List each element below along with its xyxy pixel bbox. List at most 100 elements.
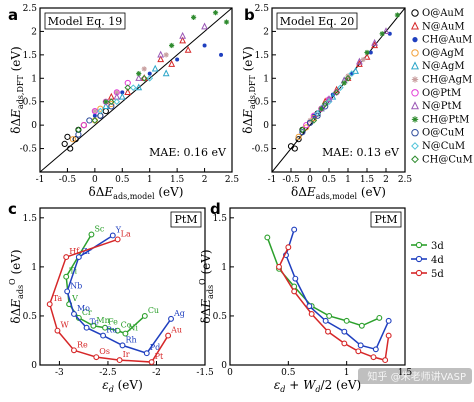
x-tick-label: 1 <box>345 175 351 185</box>
data-point <box>363 52 371 60</box>
x-tick-label: 0.5 <box>281 368 296 378</box>
data-point <box>376 314 383 321</box>
element-label: Mo <box>77 304 90 313</box>
legend-marker <box>411 142 419 150</box>
element-label: Ni <box>128 324 138 333</box>
data-point <box>285 244 292 251</box>
data-point <box>379 31 385 37</box>
legend-marker <box>415 269 423 277</box>
data-point <box>83 324 90 331</box>
ptm-label: PtM <box>374 213 397 226</box>
x-tick-label: 2 <box>202 175 208 185</box>
y-tick-label: 2 <box>31 27 37 37</box>
data-point <box>291 226 298 233</box>
panel-d-xlabel: εd + Wd/2 (eV) <box>274 378 361 394</box>
element-label: Zr <box>82 247 92 256</box>
x-tick-label: -1 <box>268 175 277 185</box>
data-point <box>295 136 302 143</box>
element-label: Ru <box>106 326 117 335</box>
legend-marker <box>411 129 419 137</box>
legend-label: N@CuM <box>422 141 465 152</box>
data-point <box>184 45 192 53</box>
legend-marker <box>410 61 420 70</box>
ylabel-part: δΔ <box>199 307 213 323</box>
legend-marker <box>411 9 419 17</box>
data-point <box>92 108 98 114</box>
ylabel-part: δΔ <box>9 307 23 323</box>
xlabel-part: ε <box>102 378 108 392</box>
data-point <box>148 359 155 366</box>
legend-label: CH@PtM <box>422 114 469 125</box>
legend-marker <box>411 49 419 57</box>
y-tick-label: 0.5 <box>23 98 38 108</box>
data-point <box>202 43 207 48</box>
xlabel-part: + <box>285 378 303 392</box>
ylabel-part: E <box>199 299 213 309</box>
data-point <box>325 328 331 335</box>
legend-d: 3d 4d 5d <box>411 241 444 280</box>
star-stroke <box>395 12 400 18</box>
element-label: V <box>71 294 78 303</box>
data-point <box>103 99 109 105</box>
series-line-5d <box>278 246 390 362</box>
data-point <box>344 74 352 82</box>
legend-label: O@CuM <box>422 128 465 139</box>
y-tick-label: 1.5 <box>23 51 38 61</box>
model-label: Model Eq. 19 <box>48 15 123 28</box>
ptm-label: PtM <box>174 213 197 226</box>
data-point <box>46 301 53 308</box>
element-label: Os <box>99 347 110 356</box>
data-point <box>387 31 392 36</box>
y-tick-label: 2.5 <box>255 4 270 14</box>
data-point <box>163 52 169 58</box>
star-stroke <box>224 19 229 25</box>
element-label: Co <box>121 321 132 330</box>
data-point <box>113 98 121 106</box>
data-point <box>100 332 107 339</box>
y-tick-label: 1 <box>31 263 37 273</box>
xlabel-part: W <box>303 378 317 392</box>
element-label: Cr <box>82 308 92 317</box>
panel-letter-c: c <box>8 200 17 218</box>
legend-label: O@PtM <box>422 88 461 99</box>
x-tick-label: 1.5 <box>360 175 375 185</box>
data-point <box>114 327 121 334</box>
data-point <box>169 42 175 49</box>
data-point <box>71 347 77 354</box>
x-tick-label: 1 <box>344 368 350 378</box>
data-point <box>136 71 142 77</box>
data-point <box>92 113 97 118</box>
data-point <box>310 117 318 124</box>
panel-d-lines <box>264 226 392 364</box>
ylabel-part: E <box>9 299 23 309</box>
data-point <box>116 357 123 364</box>
data-point <box>291 288 298 295</box>
element-label: Ta <box>53 294 63 303</box>
panel-c-axes: -3 -2.5 -2 -1.5 0 0.5 1 1.5 <box>23 207 214 378</box>
element-label: La <box>121 229 131 238</box>
panel-b-xlabel: δΔEads,model (eV) <box>291 185 386 201</box>
legend-ab: O@AuM N@AuM CH@AuM O@AgM N@AgM CH@AgM O@PtM N@P… <box>410 8 473 165</box>
panel-d-frame <box>229 207 406 366</box>
panel-c-xlabel: εd (eV) <box>102 378 143 394</box>
x-tick-label: 1 <box>147 175 153 185</box>
data-point <box>264 234 271 241</box>
star-stroke <box>379 31 385 36</box>
data-point <box>352 67 360 74</box>
star-stroke <box>412 76 418 83</box>
data-point <box>357 342 364 349</box>
xlabel-part: (eV) <box>114 378 143 392</box>
data-point <box>168 315 174 322</box>
data-point <box>109 232 116 239</box>
panel-a-frame <box>39 7 233 173</box>
xlabel-sub: ads,model <box>316 192 358 201</box>
xlabel-part: (eV) <box>357 185 386 199</box>
xlabel-sub: ads,model <box>113 192 155 201</box>
data-point <box>97 107 104 115</box>
star-stroke <box>360 57 366 62</box>
legend-marker <box>415 241 423 249</box>
data-point <box>141 66 147 72</box>
xlabel-part: /2 (eV) <box>321 378 362 392</box>
y-tick-label: 1 <box>31 74 37 84</box>
data-point <box>118 92 126 100</box>
